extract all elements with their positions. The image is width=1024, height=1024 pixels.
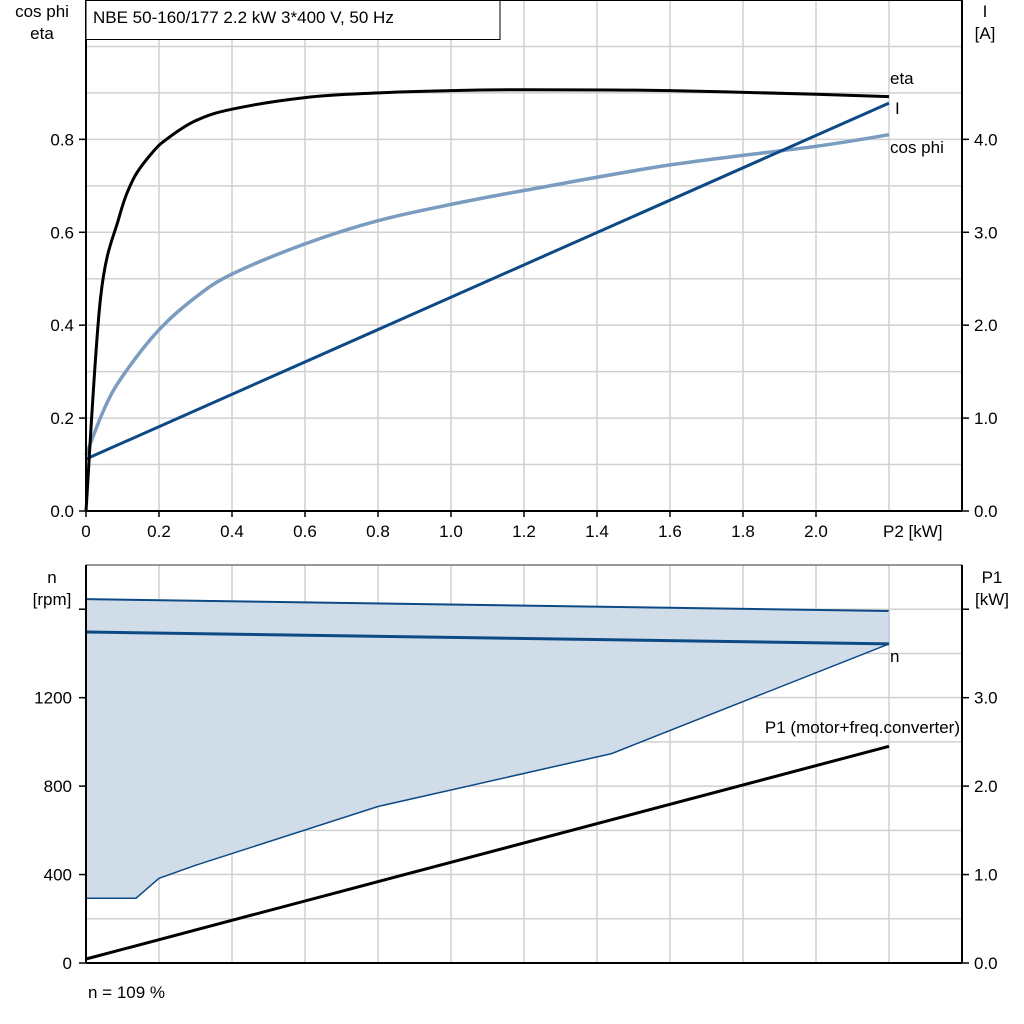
speed-max-line: [85, 598, 890, 612]
y-axis-title: cos phi: [15, 2, 69, 21]
current-series-label: I: [895, 99, 900, 118]
axes: 0 0.2 0.4 0.6 0.8 1.0 1.2 1.4 1.6 1.8 2.0 P2 [kW] 0.…: [15, 0, 1009, 973]
y2-tick-label: 0.0: [974, 954, 998, 973]
x-tick-label: 0.6: [293, 522, 317, 541]
y2-tick-label: 0.0: [974, 502, 998, 521]
x-tick-label: 1.4: [585, 522, 609, 541]
top-grid: [86, 0, 962, 511]
x-tick-label: 0.2: [147, 522, 171, 541]
x-tick-label: 1.0: [439, 522, 463, 541]
speed-min-line: [86, 643, 890, 899]
y-tick-label: 0.2: [50, 409, 74, 428]
y2-tick-label: 1.0: [974, 409, 998, 428]
y2-tick-label: 3.0: [974, 689, 998, 708]
x-tick-label: 0.8: [366, 522, 390, 541]
y-tick-label: 0.8: [50, 130, 74, 149]
eta-line: [84, 88, 890, 512]
y-axis-title: n: [47, 568, 56, 587]
x-tick-label: 1.6: [658, 522, 682, 541]
y-tick-label: 1200: [34, 689, 72, 708]
x-axis-title: P2 [kW]: [883, 522, 943, 541]
y-tick-label: 0.0: [50, 502, 74, 521]
y2-tick-label: 1.0: [974, 866, 998, 885]
y-tick-label: 800: [44, 777, 72, 796]
cos-phi-line: [84, 132, 890, 456]
chart-title: NBE 50-160/177 2.2 kW 3*400 V, 50 Hz: [93, 8, 394, 27]
y2-axis-title: I: [983, 2, 988, 21]
y2-tick-label: 3.0: [974, 223, 998, 242]
y2-axis-title: [kW]: [975, 590, 1009, 609]
p1-line: [85, 744, 890, 961]
y-tick-label: 400: [44, 866, 72, 885]
x-tick-label: 1.8: [731, 522, 755, 541]
x-tick-label: 0.4: [220, 522, 244, 541]
current-line: [85, 101, 890, 461]
y-tick-label: 0: [63, 954, 72, 973]
y-axis-title: eta: [30, 24, 54, 43]
y2-tick-label: 4.0: [974, 130, 998, 149]
speed-range-area: [86, 599, 889, 899]
y2-axis-title: [A]: [975, 24, 996, 43]
cos-phi-series-label: cos phi: [890, 138, 944, 157]
x-tick-label: 2.0: [804, 522, 828, 541]
y2-tick-label: 2.0: [974, 316, 998, 335]
speed-series-label: n: [890, 647, 899, 666]
title-box: [85, 0, 501, 40]
p1-series-label: P1 (motor+freq.converter): [765, 718, 960, 737]
speed-line: [85, 630, 890, 646]
y-tick-label: 0.4: [50, 316, 74, 335]
y-axis-title: [rpm]: [33, 590, 72, 609]
x-tick-label: 1.2: [512, 522, 536, 541]
y2-axis-title: P1: [982, 568, 1003, 587]
x-tick-label: 0: [81, 522, 90, 541]
footer-speed-percent: n = 109 %: [88, 983, 165, 1002]
y-tick-label: 0.6: [50, 223, 74, 242]
eta-series-label: eta: [890, 69, 914, 88]
y2-tick-label: 2.0: [974, 777, 998, 796]
